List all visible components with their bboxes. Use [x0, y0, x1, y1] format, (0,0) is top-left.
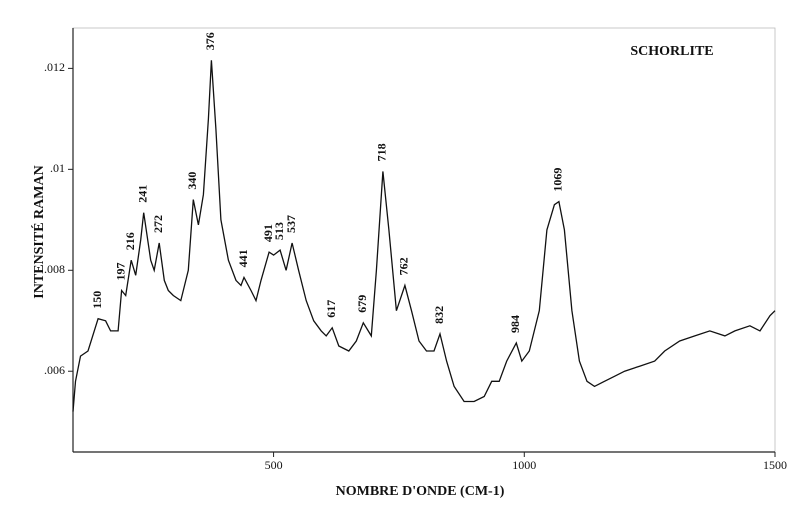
peak-label: 491	[261, 224, 275, 242]
y-tick-label: .012	[44, 60, 65, 74]
peak-label: 441	[236, 249, 250, 267]
y-tick-label: .008	[44, 262, 65, 276]
peak-label: 762	[397, 257, 411, 275]
plot-frame	[72, 27, 776, 453]
peak-label: 376	[203, 32, 217, 50]
peak-label: 241	[135, 185, 149, 203]
peak-label: 150	[90, 291, 104, 309]
y-tick-label: .006	[44, 363, 65, 377]
y-tick-label: .01	[50, 161, 65, 175]
peak-label: 197	[113, 263, 127, 281]
peak-label: 832	[432, 306, 446, 324]
spectrum-line	[72, 60, 776, 412]
peak-label: 340	[185, 172, 199, 190]
x-tick-label: 500	[265, 458, 283, 472]
peak-label: 513	[272, 222, 286, 240]
chart-title: SCHORLITE	[630, 44, 713, 59]
x-tick-label: 1500	[763, 458, 787, 472]
peak-label: 679	[355, 295, 369, 313]
peak-label: 272	[151, 215, 165, 233]
peak-label: 216	[123, 232, 137, 250]
peak-label: 617	[324, 300, 338, 318]
y-axis-label: INTENSITÉ RAMAN	[30, 165, 47, 298]
x-axis-label: NOMBRE D'ONDE (CM-1)	[336, 484, 505, 499]
peak-label: 718	[375, 143, 389, 161]
peak-label: 1069	[551, 168, 565, 192]
x-tick-label: 1000	[512, 458, 536, 472]
peak-label: 537	[284, 215, 298, 233]
peak-label: 984	[508, 315, 522, 333]
